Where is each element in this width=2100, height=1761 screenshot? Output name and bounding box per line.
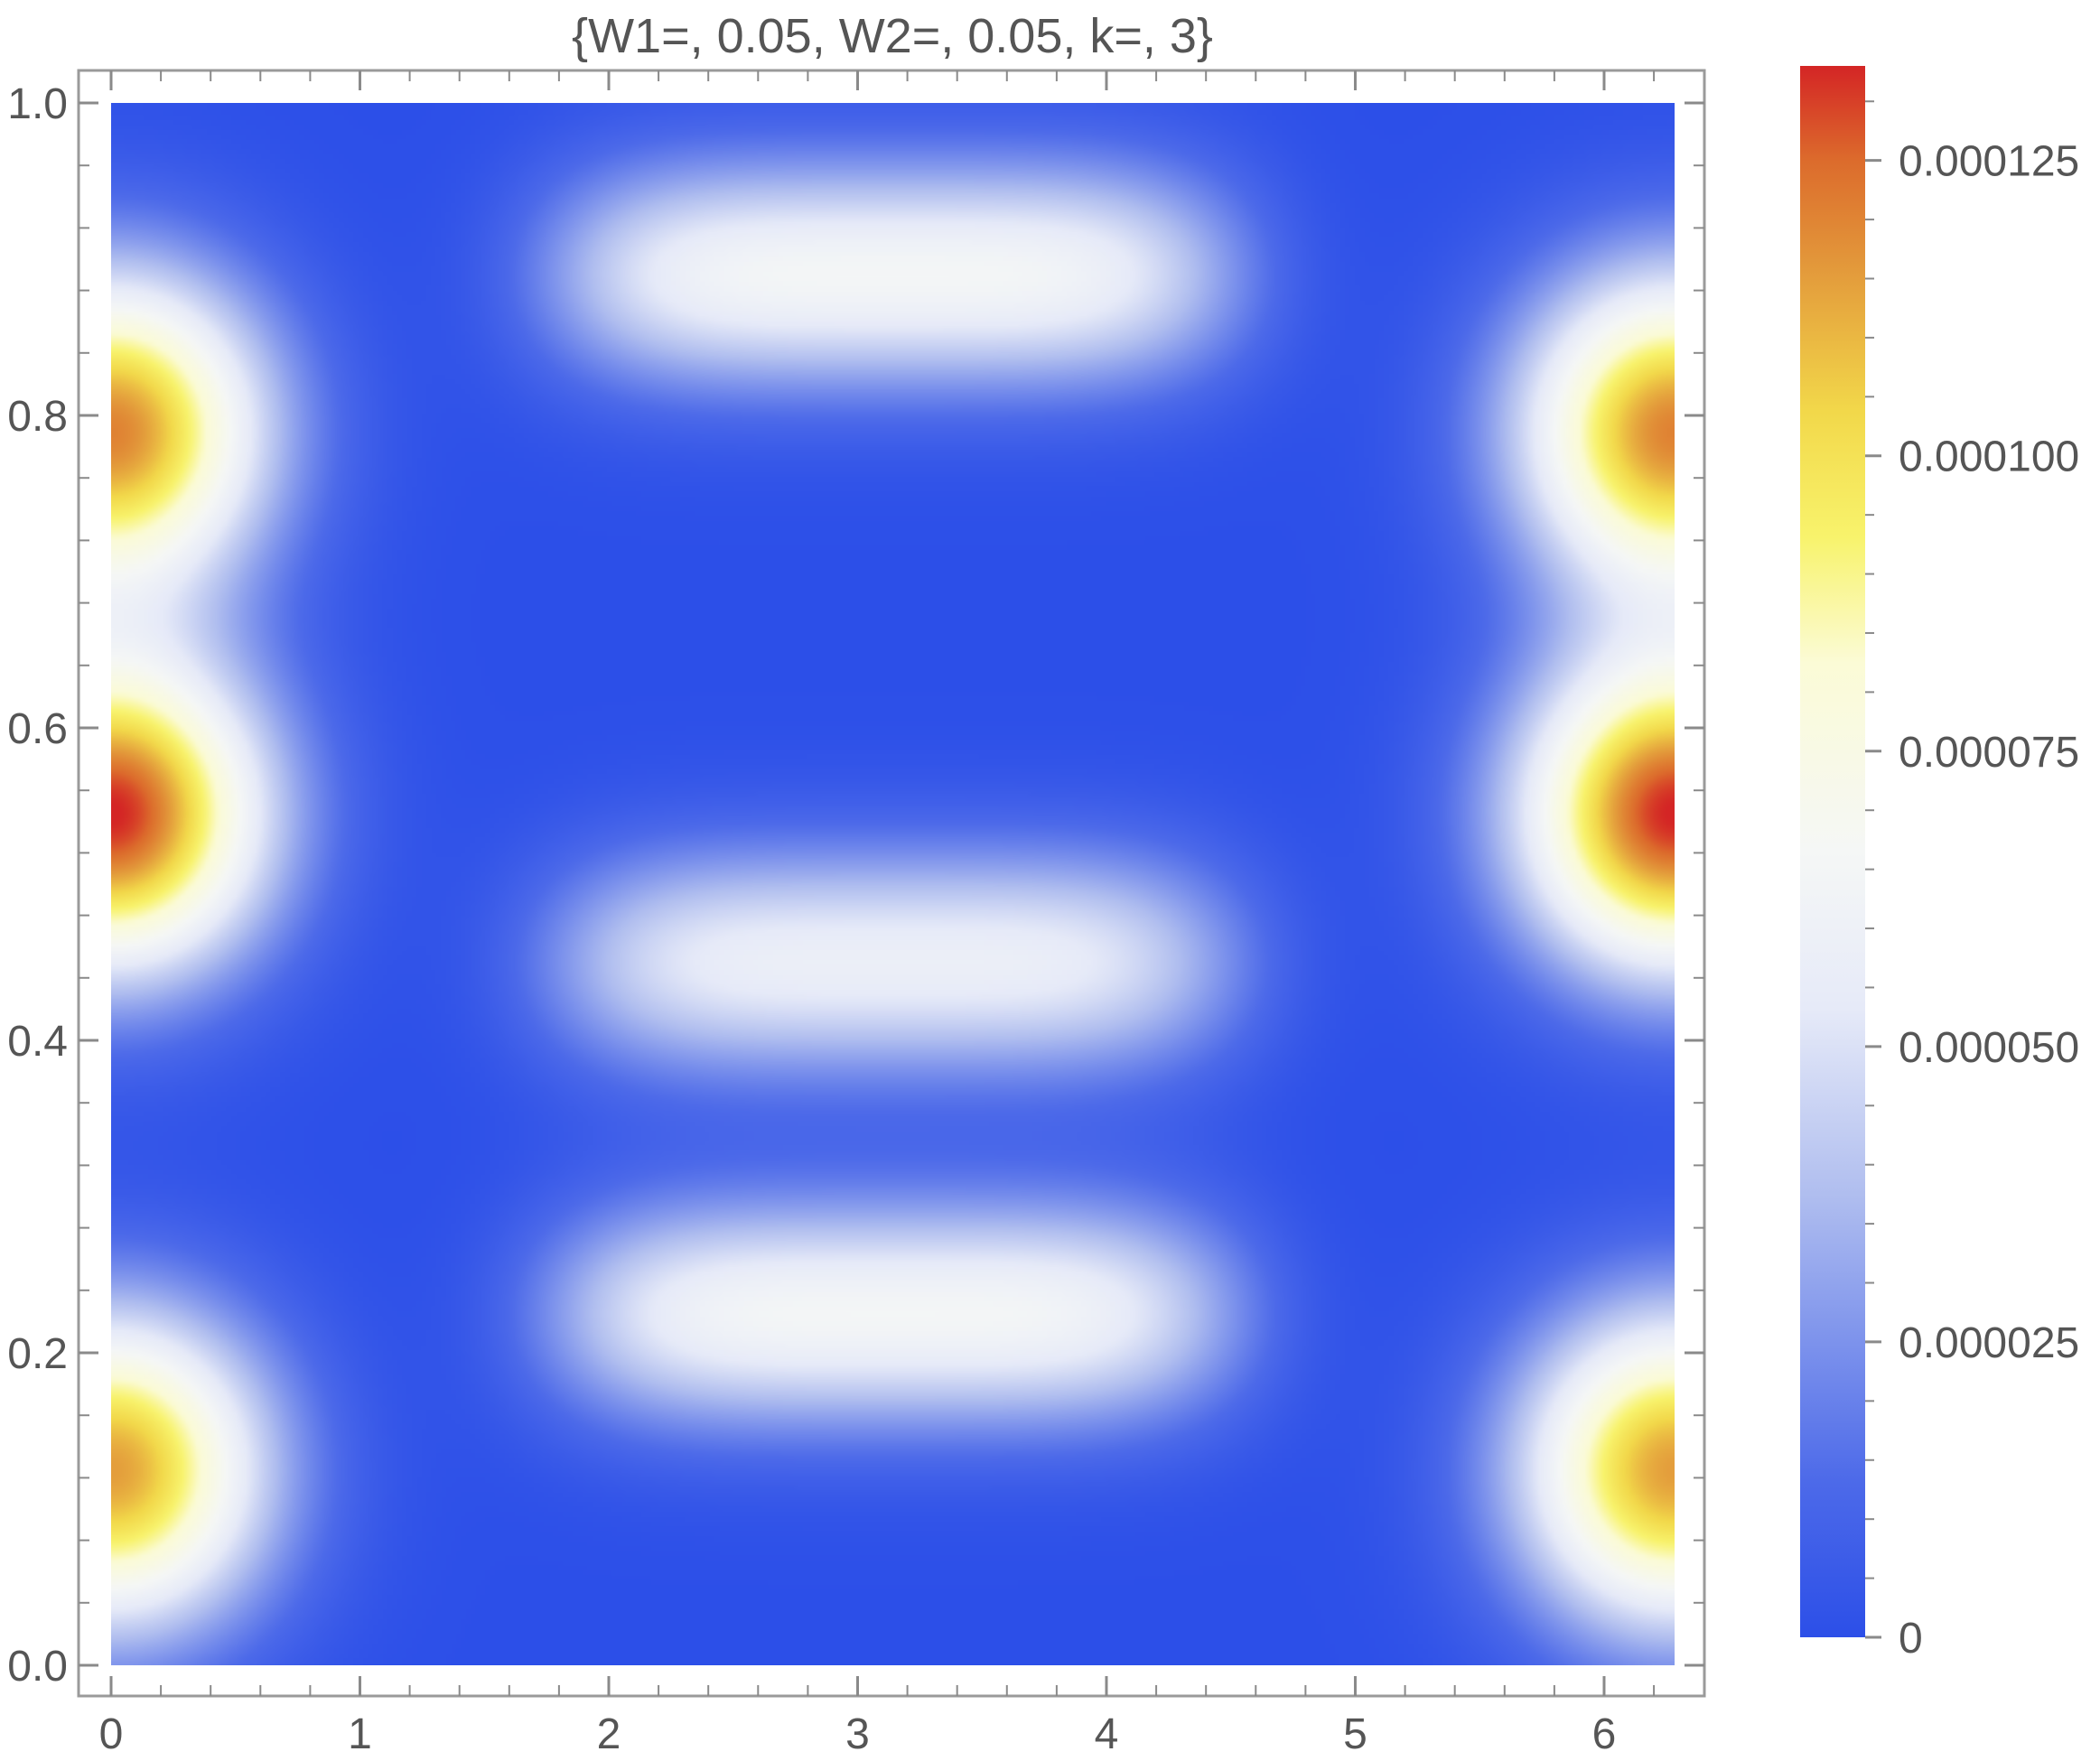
colorbar-tick-label: 0 xyxy=(1899,1615,1923,1663)
x-tick-label: 1 xyxy=(348,1710,372,1758)
colorbar-tick-label: 0.000025 xyxy=(1899,1319,2079,1367)
colorbar xyxy=(1800,66,1865,1637)
y-axis: 0.0 0.2 0.4 0.6 0.8 1.0 xyxy=(7,80,98,1691)
x-tick-label: 5 xyxy=(1343,1710,1367,1758)
colorbar-tick-label: 0.000100 xyxy=(1899,433,2079,481)
x-tick-label: 3 xyxy=(845,1710,870,1758)
colorbar-tick-label: 0.000050 xyxy=(1899,1024,2079,1072)
colorbar-tick-label: 0.000125 xyxy=(1899,138,2079,186)
y-tick-label: 0.0 xyxy=(7,1643,68,1691)
x-tick-label: 6 xyxy=(1592,1710,1617,1758)
y-tick-label: 0.4 xyxy=(7,1018,68,1066)
y-axis-right xyxy=(1685,101,1704,1667)
colorbar-ticks: 0 0.000025 0.000050 0.000075 0.000100 0.00012… xyxy=(1865,100,2079,1663)
x-tick-label: 0 xyxy=(99,1710,124,1758)
x-axis-top xyxy=(109,70,1656,90)
plot-frame xyxy=(77,69,1706,1698)
heatmap-image xyxy=(111,103,1675,1665)
y-tick-label: 0.6 xyxy=(7,705,68,753)
x-tick-label: 2 xyxy=(597,1710,621,1758)
x-axis: 0 1 2 3 4 5 6 xyxy=(99,1676,1656,1758)
y-tick-label: 0.8 xyxy=(7,393,68,441)
colorbar-tick-label: 0.000075 xyxy=(1899,729,2079,777)
y-tick-label: 0.2 xyxy=(7,1330,68,1378)
x-tick-label: 4 xyxy=(1095,1710,1119,1758)
y-tick-label: 1.0 xyxy=(7,80,68,128)
chart-title: {W1=, 0.05, W2=, 0.05, k=, 3} xyxy=(572,9,1213,63)
